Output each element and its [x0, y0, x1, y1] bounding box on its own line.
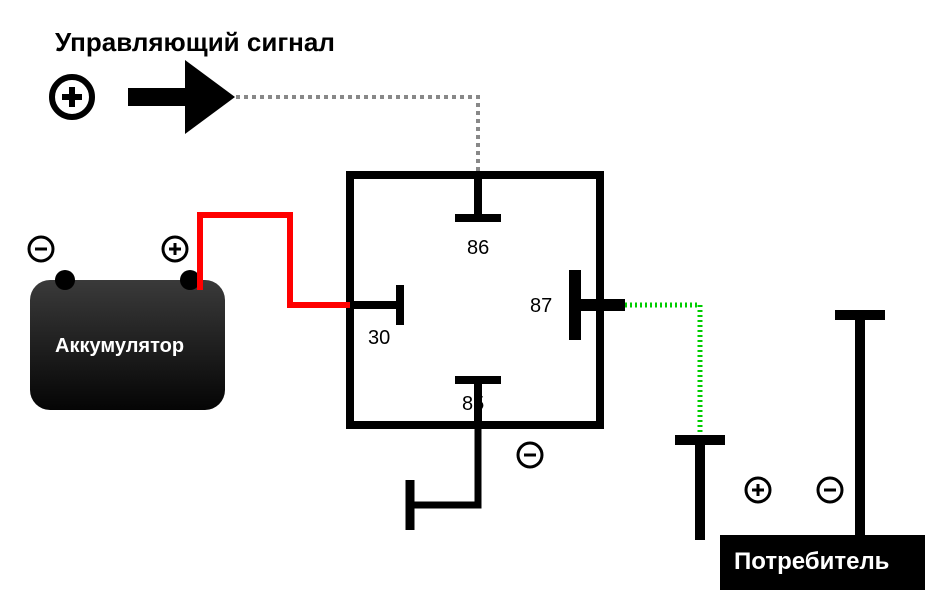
plus-icon	[163, 237, 187, 261]
consumer-terminal-minus	[835, 315, 885, 540]
wire-green	[625, 305, 700, 435]
plus-icon	[52, 77, 92, 117]
consumer-label: Потребитель	[734, 548, 889, 576]
pin-30	[350, 285, 400, 325]
pin-86-label: 86	[467, 237, 489, 260]
control-signal-label: Управляющий сигнал	[55, 27, 335, 58]
pin-85-label: 85	[462, 393, 484, 416]
minus-icon	[818, 478, 842, 502]
diagram-canvas	[0, 0, 931, 616]
consumer-terminal-plus	[675, 440, 725, 540]
pin-86	[455, 175, 501, 218]
wire-ground-85	[410, 425, 478, 505]
pin-30-label: 30	[368, 327, 390, 350]
battery-label: Аккумулятор	[55, 335, 184, 358]
wire-gray	[228, 97, 478, 175]
arrow-icon	[128, 60, 235, 134]
minus-icon	[518, 443, 542, 467]
pin-87-label: 87	[530, 295, 552, 318]
minus-icon	[29, 237, 53, 261]
plus-icon	[746, 478, 770, 502]
